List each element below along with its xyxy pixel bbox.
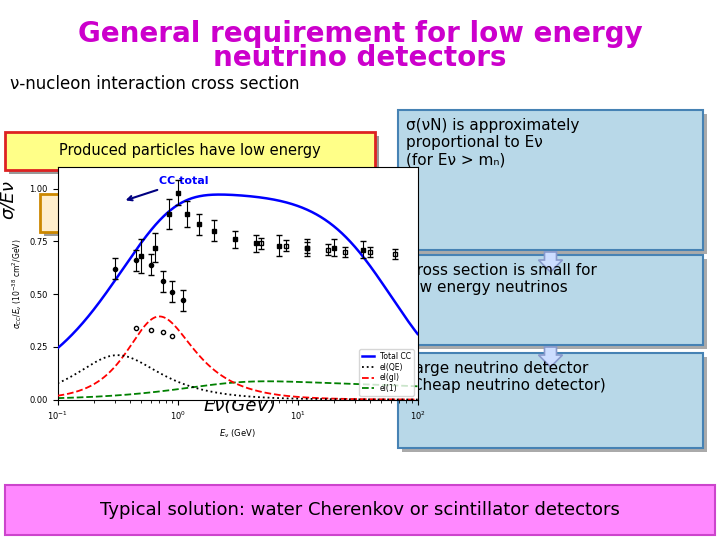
- FancyBboxPatch shape: [398, 110, 703, 250]
- el(1): [263, 378, 271, 384]
- el(1): [117, 392, 125, 399]
- el(gl): [155, 313, 163, 320]
- el(gl): [325, 395, 333, 402]
- el(gl): [217, 372, 225, 379]
- el(QE): [117, 352, 126, 359]
- Text: Eν(GeV): Eν(GeV): [204, 397, 276, 415]
- Total CC: [413, 330, 422, 337]
- FancyBboxPatch shape: [44, 198, 354, 236]
- el(QE): [294, 395, 303, 402]
- el(QE): [113, 352, 122, 359]
- FancyBboxPatch shape: [5, 132, 375, 170]
- Text: σ(νN) is approximately
proportional to Eν
(for Eν > mₙ): σ(νN) is approximately proportional to E…: [406, 118, 580, 168]
- Polygon shape: [539, 347, 562, 367]
- FancyBboxPatch shape: [398, 255, 703, 345]
- Legend: Total CC, el(QE), el(gl), el(1): Total CC, el(QE), el(gl), el(1): [359, 349, 414, 396]
- el(1): [413, 383, 422, 389]
- X-axis label: $E_\nu$ (GeV): $E_\nu$ (GeV): [220, 427, 256, 440]
- Total CC: [325, 219, 333, 226]
- el(1): [325, 380, 333, 386]
- el(gl): [294, 394, 303, 400]
- el(QE): [413, 396, 422, 403]
- Text: CC total: CC total: [127, 176, 209, 200]
- Text: Particle tracking is difficult: Particle tracking is difficult: [97, 206, 292, 220]
- el(1): [216, 381, 225, 387]
- Text: σ/Eν: σ/Eν: [0, 180, 17, 219]
- Total CC: [146, 228, 155, 234]
- el(1): [266, 378, 274, 384]
- el(QE): [53, 380, 62, 387]
- el(1): [294, 379, 303, 385]
- el(QE): [325, 396, 333, 402]
- Line: Total CC: Total CC: [58, 194, 418, 348]
- el(gl): [266, 390, 274, 397]
- FancyBboxPatch shape: [402, 357, 707, 452]
- FancyBboxPatch shape: [402, 259, 707, 349]
- FancyBboxPatch shape: [5, 485, 715, 535]
- Text: Produced particles have low energy: Produced particles have low energy: [59, 144, 321, 159]
- FancyBboxPatch shape: [9, 136, 379, 174]
- el(gl): [146, 317, 155, 323]
- el(gl): [53, 393, 62, 399]
- Total CC: [117, 268, 125, 274]
- Polygon shape: [135, 172, 157, 190]
- Text: Large neutrino detector
(Cheap neutrino detector): Large neutrino detector (Cheap neutrino …: [406, 361, 606, 394]
- Total CC: [217, 191, 225, 198]
- Text: Typical solution: water Cherenkov or scintillator detectors: Typical solution: water Cherenkov or sci…: [100, 501, 620, 519]
- FancyBboxPatch shape: [398, 353, 703, 448]
- Line: el(gl): el(gl): [58, 316, 418, 400]
- el(1): [146, 389, 155, 396]
- Total CC: [53, 345, 62, 352]
- FancyBboxPatch shape: [40, 194, 350, 232]
- el(QE): [266, 395, 274, 401]
- Total CC: [294, 203, 303, 210]
- el(1): [53, 395, 62, 401]
- el(QE): [146, 364, 155, 371]
- el(QE): [217, 390, 225, 396]
- FancyBboxPatch shape: [402, 114, 707, 254]
- Y-axis label: $\sigma_{CC}/E_\nu$ ($10^{-38}$ cm$^2$/GeV): $\sigma_{CC}/E_\nu$ ($10^{-38}$ cm$^2$/G…: [10, 238, 24, 329]
- el(gl): [117, 356, 125, 362]
- Text: neutrino detectors: neutrino detectors: [213, 44, 507, 72]
- Total CC: [266, 195, 274, 202]
- Text: ν-nucleon interaction cross section: ν-nucleon interaction cross section: [10, 75, 300, 93]
- Line: el(1): el(1): [58, 381, 418, 398]
- Text: General requirement for low energy: General requirement for low energy: [78, 20, 642, 48]
- Polygon shape: [539, 252, 562, 272]
- Total CC: [215, 191, 224, 198]
- el(gl): [413, 396, 422, 403]
- Line: el(QE): el(QE): [58, 355, 418, 400]
- Text: Cross section is small for
low energy neutrinos: Cross section is small for low energy ne…: [406, 263, 597, 295]
